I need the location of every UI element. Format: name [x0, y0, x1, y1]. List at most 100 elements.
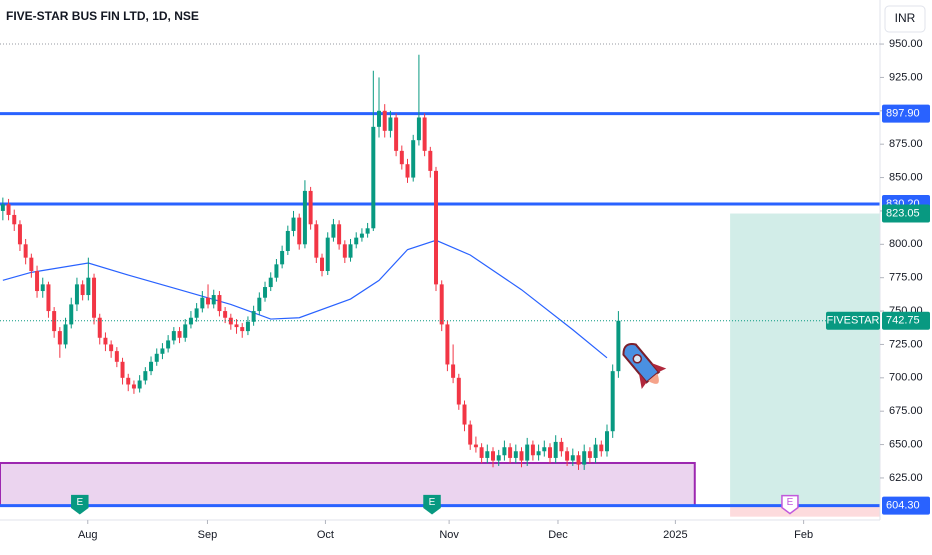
- candle-body: [6, 204, 11, 215]
- y-tick-label: 725.00: [889, 338, 923, 350]
- candle-body: [86, 277, 91, 296]
- candle-body: [177, 331, 182, 338]
- candle-body: [473, 444, 478, 448]
- x-tick-label: Oct: [317, 529, 334, 541]
- candle-body: [519, 451, 524, 461]
- candle-body: [405, 164, 410, 178]
- candle-body: [114, 351, 119, 362]
- candle-body: [582, 451, 587, 465]
- x-tick-label: Sep: [198, 529, 218, 541]
- candle-body: [103, 337, 108, 345]
- candle-body: [491, 451, 495, 461]
- candle-body: [371, 126, 376, 229]
- candle-body: [548, 447, 552, 458]
- y-tick-label: 650.00: [889, 438, 923, 450]
- candle-body: [468, 424, 473, 445]
- candle-body: [565, 451, 570, 461]
- candle-body: [57, 331, 62, 345]
- y-tick-label: 850.00: [889, 171, 923, 183]
- candle-body: [485, 451, 490, 458]
- y-tick-label: 625.00: [889, 472, 923, 484]
- candle-body: [280, 250, 285, 265]
- currency[interactable]: INR: [895, 11, 916, 25]
- earnings-marker: [423, 494, 441, 515]
- x-tick-label: Feb: [794, 529, 813, 541]
- candle-body: [263, 287, 268, 298]
- candle-body: [194, 308, 199, 318]
- candle-body: [530, 444, 535, 456]
- candle-body: [525, 444, 530, 461]
- candle-body: [69, 304, 74, 325]
- candle-body: [35, 271, 40, 292]
- rocket-icon: [622, 343, 667, 390]
- candle-body: [166, 340, 171, 349]
- candle-body: [359, 233, 364, 238]
- candle-body: [0, 204, 5, 211]
- candle-body: [559, 441, 564, 452]
- candle-body: [23, 244, 28, 258]
- candle-body: [536, 451, 541, 456]
- candle-body: [576, 455, 581, 465]
- candle-body: [257, 297, 262, 312]
- candle-body: [325, 237, 330, 272]
- candle-body: [610, 371, 615, 432]
- candle-body: [40, 284, 45, 292]
- candle-body: [245, 321, 250, 332]
- candle-body: [97, 317, 102, 338]
- candle-body: [496, 455, 501, 461]
- y-tick-label: 800.00: [889, 238, 923, 250]
- candle-body: [17, 224, 22, 245]
- hline-label-box: [882, 496, 930, 515]
- candle-body: [154, 353, 159, 362]
- candle-body: [217, 295, 222, 312]
- target-label: 823.05: [886, 207, 920, 219]
- candle-body: [513, 451, 518, 458]
- hline-label: 897.90: [886, 108, 920, 120]
- candle-body: [183, 324, 188, 338]
- candle-body: [308, 190, 313, 225]
- candle-body: [149, 361, 154, 372]
- candle-body: [188, 317, 193, 325]
- candle-body: [337, 224, 342, 245]
- candle-body: [331, 224, 336, 238]
- earnings-label: E: [76, 497, 83, 508]
- candle-body: [314, 224, 319, 258]
- candle-body: [428, 150, 433, 171]
- x-tick-label: 2025: [663, 529, 687, 541]
- x-tick-label: Dec: [548, 529, 568, 541]
- candle-body: [434, 170, 439, 285]
- candle-body: [92, 277, 97, 318]
- candle-body: [451, 364, 456, 378]
- candle-body: [160, 348, 165, 354]
- candle-body: [616, 320, 621, 372]
- candle-body: [200, 297, 205, 309]
- candle-body: [268, 277, 273, 288]
- candle-body: [12, 214, 17, 225]
- symbol-box: [826, 311, 880, 330]
- last-price-label-box: [882, 311, 930, 330]
- candle-body: [411, 140, 416, 178]
- candle-body: [63, 324, 68, 345]
- moving-average: [2, 239, 608, 359]
- candle-body: [502, 447, 507, 456]
- candle-body: [302, 190, 307, 245]
- candle-body: [348, 244, 353, 258]
- currency-button[interactable]: [884, 5, 926, 33]
- position-profit: [730, 213, 880, 506]
- candle-body: [462, 404, 467, 425]
- y-tick-label: 950.00: [889, 38, 923, 50]
- earnings-marker: [71, 494, 89, 515]
- candle-body: [570, 455, 575, 461]
- candle-body: [422, 117, 427, 151]
- candle-body: [29, 257, 34, 272]
- candle-body: [228, 317, 233, 325]
- y-tick-label: 775.00: [889, 272, 923, 284]
- candle-body: [234, 324, 239, 328]
- candle-body: [131, 384, 136, 389]
- candle-body: [274, 264, 279, 278]
- candle-body: [126, 377, 131, 385]
- earnings-label: E: [429, 497, 436, 508]
- position-loss: [730, 505, 880, 517]
- candle-body: [285, 230, 290, 251]
